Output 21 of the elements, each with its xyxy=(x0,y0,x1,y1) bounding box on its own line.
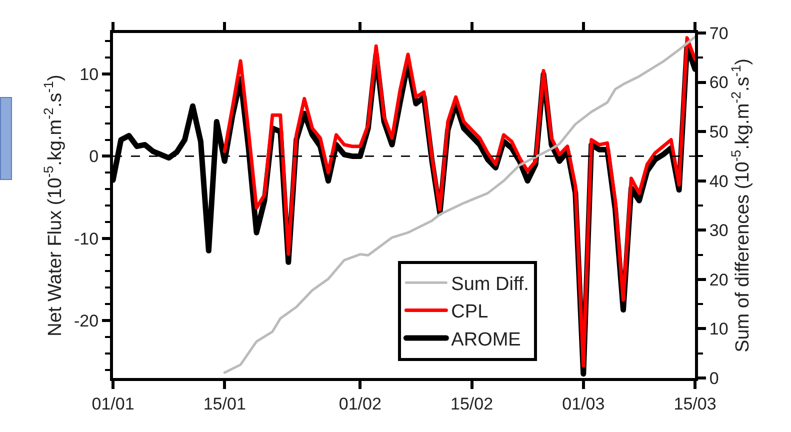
y2-tick-label: 60 xyxy=(709,73,728,92)
x-tick-label: 15/01 xyxy=(203,394,246,414)
y2-tick-label: 0 xyxy=(709,368,719,388)
y2-tick-label: 70 xyxy=(709,24,728,43)
x-tick-label: 15/02 xyxy=(450,394,494,414)
x-tick-label: 15/03 xyxy=(674,394,716,414)
x-tick-label: 01/02 xyxy=(338,394,382,414)
y2-tick-label: 50 xyxy=(709,122,728,142)
x-tick-label: 01/01 xyxy=(92,394,134,414)
legend-label: AROME xyxy=(451,329,521,350)
y2-tick-label: 30 xyxy=(709,221,728,240)
y-tick-label: 0 xyxy=(89,147,99,166)
y2-tick-label: 40 xyxy=(709,172,728,191)
y-tick-label: 10 xyxy=(80,65,99,84)
legend-label: CPL xyxy=(451,302,488,323)
x-tick-label: 01/03 xyxy=(562,394,605,414)
y2-tick-label: 10 xyxy=(709,320,728,339)
legend-label: Sum Diff. xyxy=(451,274,529,296)
y-tick-label: -20 xyxy=(74,311,99,330)
y-tick-label: -10 xyxy=(74,229,99,248)
y2-tick-label: 20 xyxy=(709,270,728,290)
